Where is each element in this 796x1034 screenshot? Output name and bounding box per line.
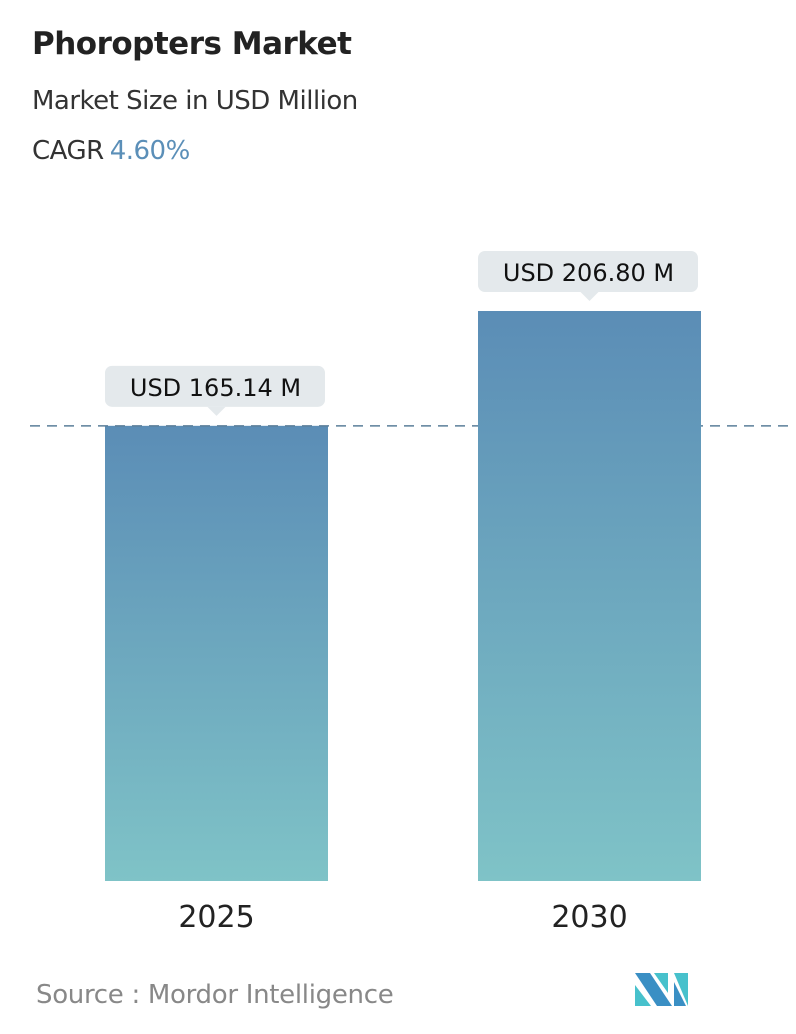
data-label-box bbox=[105, 365, 325, 407]
bar-2025 bbox=[105, 425, 328, 881]
data-label: USD 206.80 M bbox=[503, 259, 674, 287]
page-title: Phoropters Market bbox=[32, 26, 352, 62]
source-text: Source : Mordor Intelligence bbox=[36, 980, 394, 1010]
data-label-box bbox=[478, 251, 698, 292]
x-tick-label: 2025 bbox=[178, 900, 254, 935]
x-tick-label: 2030 bbox=[551, 900, 627, 935]
bar-2030 bbox=[478, 311, 701, 881]
chart-subtitle: Market Size in USD Million bbox=[32, 86, 358, 116]
data-label-pointer bbox=[207, 406, 226, 416]
cagr-label: CAGR bbox=[32, 136, 104, 166]
data-label-pointer bbox=[580, 292, 599, 301]
cagr: CAGR 4.60% bbox=[32, 136, 190, 166]
data-label: USD 165.14 M bbox=[130, 374, 301, 402]
cagr-value: 4.60% bbox=[109, 136, 191, 166]
